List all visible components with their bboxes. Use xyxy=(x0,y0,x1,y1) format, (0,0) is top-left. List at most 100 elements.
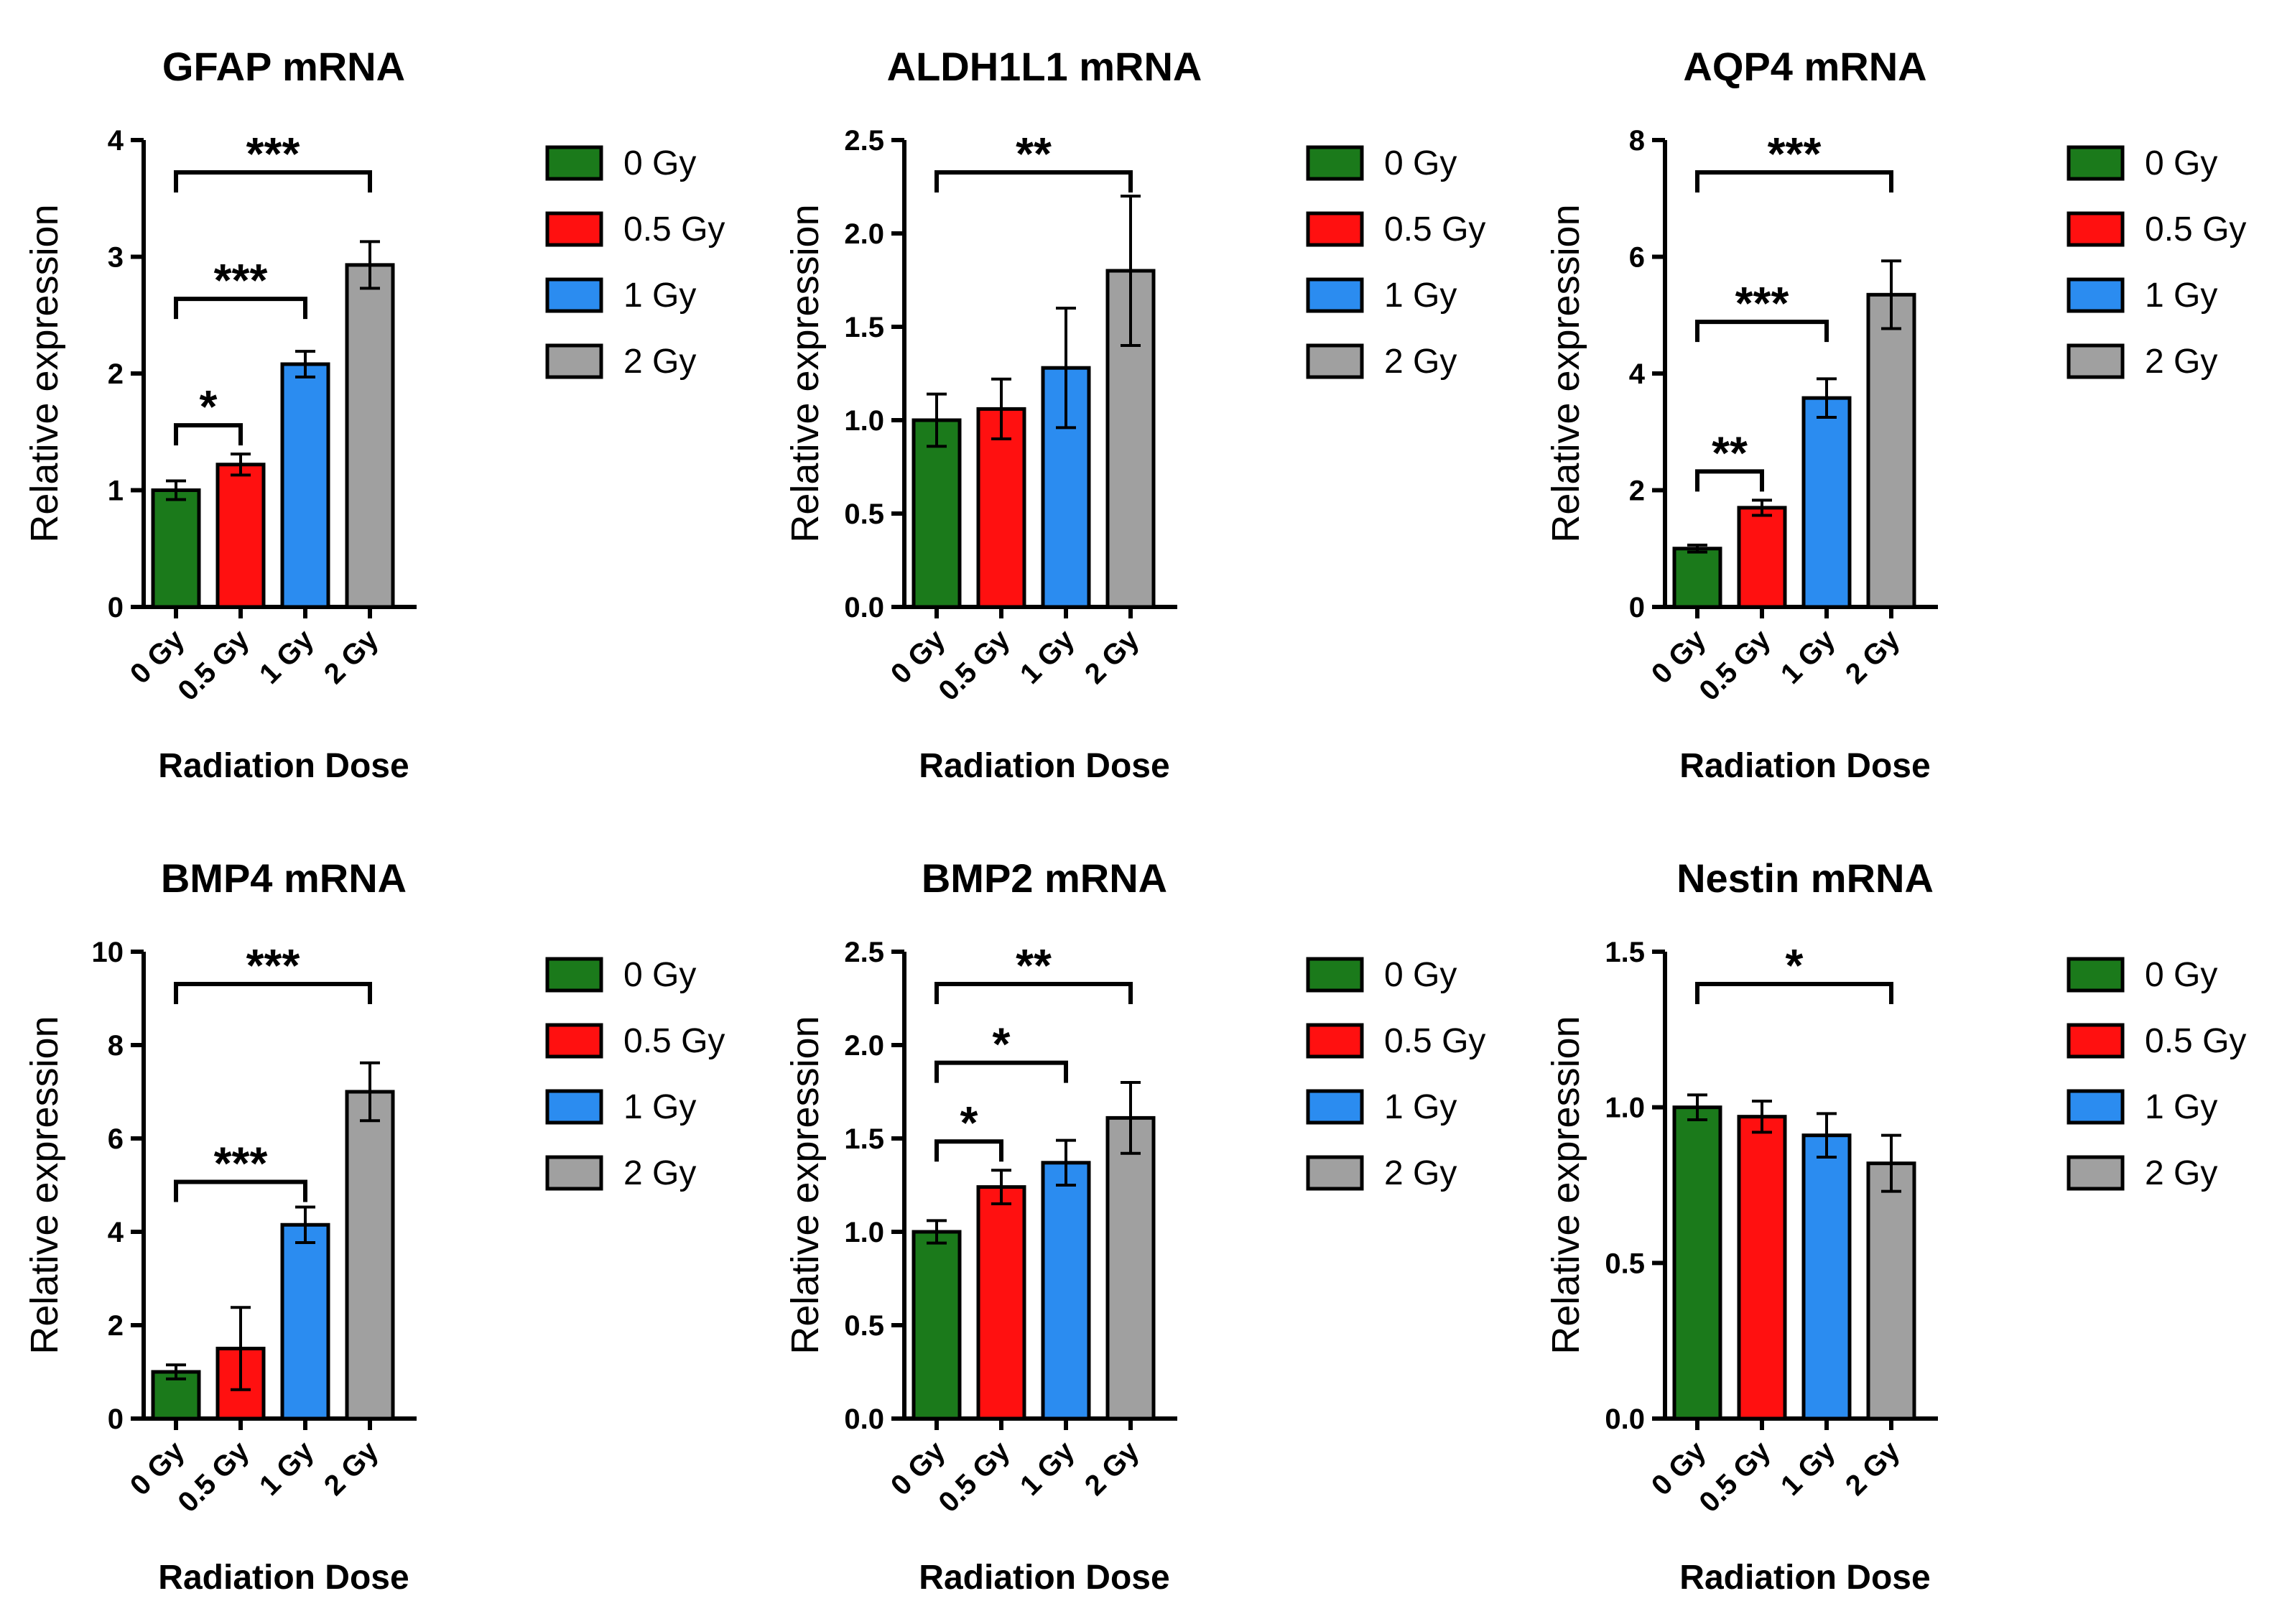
x-tick-label: 0.5 Gy xyxy=(932,1435,1016,1519)
legend-swatch xyxy=(545,211,603,247)
legend-label: 1 Gy xyxy=(623,277,696,315)
legend-label: 1 Gy xyxy=(1384,277,1457,315)
x-tick-label: 1 Gy xyxy=(1775,1435,1842,1502)
y-tick-label: 10 xyxy=(92,937,124,968)
bar-0-5-gy xyxy=(976,407,1026,609)
chart-panel-nestin: Nestin mRNA Relative expression 0.0 0.5 1.0 1… xyxy=(1521,812,2282,1623)
y-tick-label: 3 xyxy=(108,242,124,274)
legend-label: 1 Gy xyxy=(2145,1088,2217,1126)
significance-label: ** xyxy=(1016,128,1052,180)
legend-label: 2 Gy xyxy=(623,1154,696,1192)
x-tick-label: 0.5 Gy xyxy=(172,1435,256,1519)
y-tick-label: 4 xyxy=(108,125,124,157)
legend-swatch xyxy=(2067,277,2125,313)
x-tick-label: 2 Gy xyxy=(1079,623,1146,690)
chart-svg: Nestin mRNA Relative expression 0.0 0.5 1.0 1… xyxy=(1544,855,2246,1597)
y-tick-label: 1.5 xyxy=(844,1123,884,1155)
legend-label: 1 Gy xyxy=(2145,277,2217,315)
significance-label: ** xyxy=(1712,427,1748,478)
legend-label: 0 Gy xyxy=(2145,144,2217,182)
legend-swatch xyxy=(1306,277,1364,313)
y-tick-label: 0 xyxy=(108,1403,124,1435)
x-axis-title: Radiation Dose xyxy=(919,747,1169,785)
bar-0-gy xyxy=(1672,547,1722,609)
chart-svg: GFAP mRNA Relative expression 0 1 2 3 4 0 Gy 0.5… xyxy=(23,44,725,785)
y-axis-title: Relative expression xyxy=(784,204,827,542)
legend-label: 0 Gy xyxy=(623,956,696,994)
legend-swatch xyxy=(2067,343,2125,379)
significance-bracket xyxy=(174,1179,307,1202)
y-tick-label: 6 xyxy=(108,1123,124,1155)
bar-2-gy xyxy=(1866,1161,1916,1421)
significance-label: *** xyxy=(1768,128,1822,180)
y-tick-label: 1.0 xyxy=(844,405,884,437)
chart-title: BMP4 mRNA xyxy=(161,855,407,901)
bar-0-5-gy xyxy=(1737,506,1787,609)
legend-swatch xyxy=(1306,211,1364,247)
significance-label: * xyxy=(200,381,218,432)
legend-swatch xyxy=(545,145,603,181)
significance-bracket xyxy=(174,423,243,446)
y-axis-title: Relative expression xyxy=(784,1016,827,1354)
y-tick-label: 1.5 xyxy=(1605,937,1645,968)
legend-swatch xyxy=(1306,343,1364,379)
significance-bracket xyxy=(1695,320,1829,343)
x-tick-label: 0.5 Gy xyxy=(172,623,256,707)
legend-label: 0.5 Gy xyxy=(623,1022,725,1060)
y-tick-label: 0.5 xyxy=(1605,1248,1645,1279)
legend-label: 0.5 Gy xyxy=(2145,1022,2246,1060)
significance-bracket xyxy=(1695,982,1893,1004)
x-tick-label: 2 Gy xyxy=(1840,623,1906,690)
bar-0-5-gy xyxy=(976,1185,1026,1421)
legend-swatch xyxy=(1306,1089,1364,1125)
chart-panel-gfap: GFAP mRNA Relative expression 0 1 2 3 4 0 Gy 0.5… xyxy=(0,0,761,812)
x-axis-title: Radiation Dose xyxy=(158,747,409,785)
bar-0-5-gy xyxy=(215,463,266,609)
significance-label: * xyxy=(960,1097,978,1149)
x-axis-title: Radiation Dose xyxy=(1679,747,1930,785)
y-tick-label: 0.0 xyxy=(844,592,884,623)
y-tick-label: 2.5 xyxy=(844,125,884,157)
y-axis-title: Relative expression xyxy=(23,204,66,542)
significance-bracket xyxy=(934,1139,1003,1162)
legend-label: 0.5 Gy xyxy=(623,210,725,249)
y-tick-label: 2 xyxy=(108,1310,124,1342)
y-tick-label: 1.0 xyxy=(1605,1092,1645,1124)
significance-label: * xyxy=(1786,939,1804,991)
y-axis-title: Relative expression xyxy=(1544,1016,1587,1354)
y-tick-label: 2 xyxy=(1629,475,1645,507)
y-tick-label: 4 xyxy=(1629,358,1646,390)
x-tick-label: 2 Gy xyxy=(1840,1435,1906,1502)
significance-bracket xyxy=(934,1060,1068,1083)
bar-1-gy xyxy=(280,1222,330,1421)
y-tick-label: 2.5 xyxy=(844,937,884,968)
significance-label: *** xyxy=(246,128,300,180)
bar-2-gy xyxy=(1105,1115,1156,1421)
y-tick-label: 8 xyxy=(108,1030,124,1062)
x-tick-label: 0.5 Gy xyxy=(932,623,1016,707)
x-tick-label: 1 Gy xyxy=(1014,623,1081,690)
legend-label: 0 Gy xyxy=(1384,956,1457,994)
x-axis-title: Radiation Dose xyxy=(158,1559,409,1597)
legend-label: 0 Gy xyxy=(2145,956,2217,994)
legend-label: 2 Gy xyxy=(1384,1154,1457,1192)
chart-svg: ALDH1L1 mRNA Relative expression 0.0 0.5 1.0… xyxy=(784,44,1485,785)
legend-swatch xyxy=(2067,145,2125,181)
chart-svg: BMP2 mRNA Relative expression 0.0 0.5 1.0 1.5… xyxy=(784,855,1485,1597)
legend-swatch xyxy=(2067,1089,2125,1125)
x-tick-label: 0.5 Gy xyxy=(1693,623,1777,707)
legend-label: 1 Gy xyxy=(623,1088,696,1126)
legend-label: 2 Gy xyxy=(1384,343,1457,381)
y-tick-label: 0 xyxy=(1629,592,1645,623)
y-tick-label: 2 xyxy=(108,358,124,390)
legend-swatch xyxy=(2067,1155,2125,1191)
bar-0-gy xyxy=(912,1230,962,1421)
y-tick-label: 6 xyxy=(1629,242,1645,274)
y-tick-label: 1.0 xyxy=(844,1217,884,1248)
chart-panel-aldh1l1: ALDH1L1 mRNA Relative expression 0.0 0.5 1.0… xyxy=(761,0,1521,812)
legend-swatch xyxy=(1306,957,1364,993)
significance-label: ** xyxy=(1016,939,1052,991)
significance-bracket xyxy=(174,982,372,1004)
x-tick-label: 1 Gy xyxy=(1775,623,1842,690)
y-tick-label: 2.0 xyxy=(844,1030,884,1062)
